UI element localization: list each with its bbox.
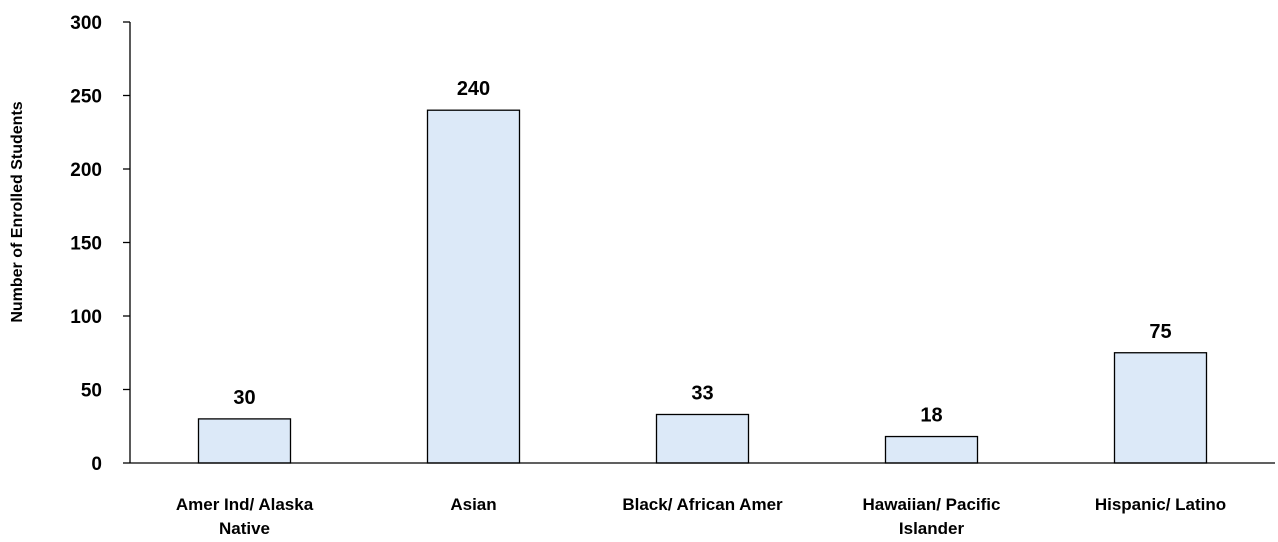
data-labels: 30 240 33 18 75	[233, 78, 1171, 426]
x-category-label: Hawaiian/ Pacific	[863, 495, 1001, 514]
x-category-label: Native	[219, 519, 270, 538]
x-category-label: Amer Ind/ Alaska	[176, 495, 314, 514]
x-category-label: Hispanic/ Latino	[1095, 495, 1226, 514]
x-category-label: Asian	[450, 495, 496, 514]
bar	[197, 418, 292, 464]
bar-value-label: 18	[920, 405, 942, 427]
x-axis-category-labels: Amer Ind/ Alaska Native Asian Black/ Africa…	[176, 495, 1226, 538]
y-tick-label: 0	[91, 454, 102, 475]
bar-value-label: 30	[233, 387, 255, 409]
y-tick-label: 300	[70, 13, 102, 34]
y-tick-label: 100	[70, 307, 102, 328]
y-tick-label: 50	[81, 381, 102, 402]
x-category-label: Islander	[899, 519, 965, 538]
y-tick-label: 250	[70, 87, 102, 108]
x-category-label: Black/ African Amer	[622, 495, 783, 514]
y-tick-label: 150	[70, 234, 102, 255]
y-axis-label: Number of Enrolled Students	[9, 101, 26, 322]
bar-value-label: 75	[1149, 321, 1171, 343]
bar	[655, 413, 750, 464]
y-tick-label: 200	[70, 160, 102, 181]
bar	[884, 435, 979, 464]
bar-value-label: 33	[691, 382, 713, 404]
bar	[426, 109, 521, 464]
bar	[1113, 352, 1208, 464]
bar-value-label: 240	[457, 78, 490, 100]
bars	[197, 109, 1208, 464]
y-axis-ticks: 0 50 100 150 200 250 300	[70, 13, 130, 475]
